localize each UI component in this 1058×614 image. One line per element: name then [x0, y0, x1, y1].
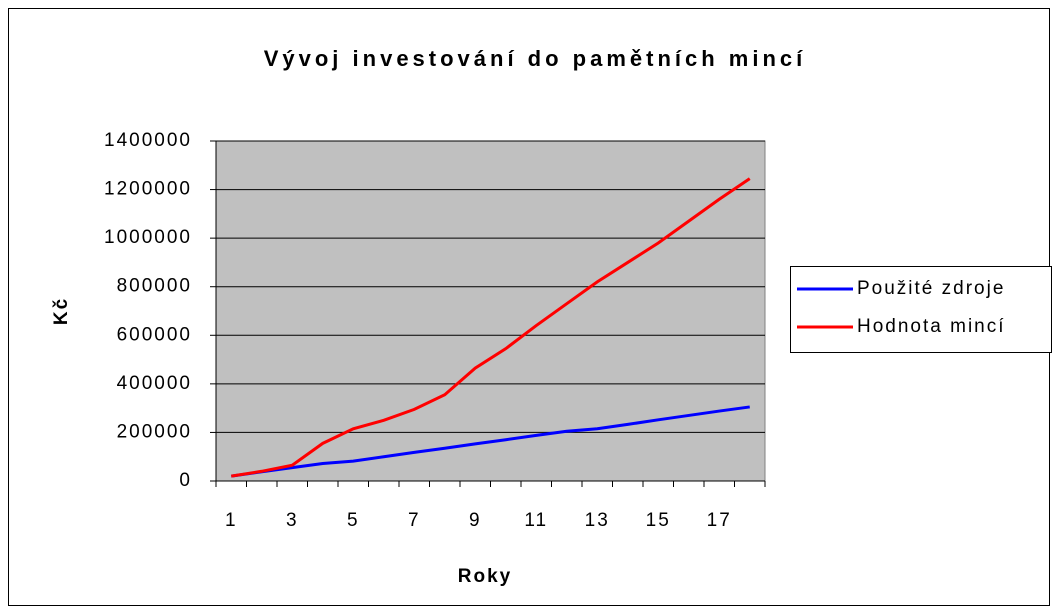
y-tick-label: 200000 [117, 421, 192, 442]
x-tick-label: 5 [347, 510, 360, 531]
x-tick-label: 7 [408, 510, 421, 531]
y-tick-label: 1400000 [104, 130, 192, 151]
x-tick-label: 1 [225, 510, 238, 531]
legend [790, 266, 1052, 353]
x-tick-label: 17 [707, 510, 732, 531]
y-tick-label: 0 [179, 470, 192, 491]
line [231, 177, 751, 478]
y-tick-label: 1200000 [104, 179, 192, 200]
y-tick-label: 600000 [117, 324, 192, 345]
x-axis-label: Roky [458, 566, 512, 587]
y-tick-label: 400000 [117, 373, 192, 394]
chart-title: Vývoj investování do pamětních mincí [264, 46, 807, 71]
x-tick-label: 11 [524, 510, 548, 531]
plot-area [215, 140, 766, 482]
line [231, 405, 750, 478]
y-tick-label: 800000 [117, 276, 192, 297]
x-tick-label: 15 [646, 510, 671, 531]
x-tick-label: 13 [585, 510, 610, 531]
y-tick-label: 1000000 [104, 227, 192, 248]
x-tick-label: 3 [286, 510, 299, 531]
x-tick-label: 9 [469, 510, 482, 531]
legend-label: Použité zdroje [857, 278, 1005, 299]
legend-label: Hodnota mincí [857, 316, 1006, 337]
y-axis-label: Kč [51, 297, 72, 325]
